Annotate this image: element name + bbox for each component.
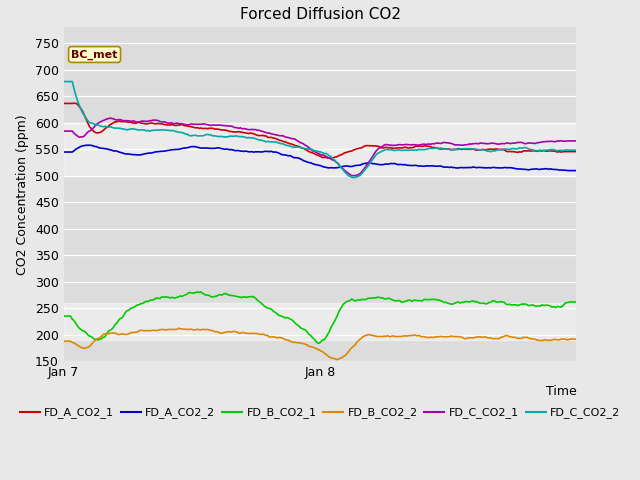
Bar [64,123,576,176]
FD_B_CO2_2 [175,325,182,331]
FD_C_CO2_2 [493,147,501,153]
FD_C_CO2_1 [106,115,114,121]
FD_C_CO2_2 [375,150,383,156]
FD_B_CO2_2 [528,336,536,342]
FD_A_CO2_1 [60,100,68,106]
FD_C_CO2_1 [528,140,536,146]
FD_A_CO2_2 [526,167,534,172]
FD_C_CO2_2 [526,146,534,152]
FD_C_CO2_1 [348,173,356,179]
FD_A_CO2_2 [564,168,572,173]
FD_A_CO2_1 [367,143,374,148]
FD_A_CO2_2 [493,165,501,171]
FD_A_CO2_1 [528,148,536,154]
Line: FD_B_CO2_2: FD_B_CO2_2 [64,328,576,360]
FD_B_CO2_2 [495,336,503,342]
Line: FD_C_CO2_1: FD_C_CO2_1 [64,118,576,176]
Line: FD_B_CO2_1: FD_B_CO2_1 [64,292,576,343]
FD_B_CO2_2 [369,332,376,338]
FD_A_CO2_2 [367,160,374,166]
FD_C_CO2_2 [61,79,69,84]
FD_A_CO2_2 [375,162,383,168]
FD_B_CO2_2 [367,333,374,338]
FD_C_CO2_1 [369,154,376,160]
FD_A_CO2_1 [495,146,503,152]
FD_C_CO2_1 [495,141,503,147]
Y-axis label: CO2 Concentration (ppm): CO2 Concentration (ppm) [16,114,29,275]
FD_C_CO2_2 [367,159,374,165]
FD_A_CO2_1 [572,149,580,155]
FD_C_CO2_2 [349,175,357,180]
FD_B_CO2_1 [369,295,376,301]
FD_B_CO2_2 [377,334,385,339]
FD_C_CO2_1 [367,157,374,163]
FD_C_CO2_1 [377,144,385,150]
FD_B_CO2_1 [197,289,205,295]
FD_A_CO2_2 [84,143,92,148]
Title: Forced Diffusion CO2: Forced Diffusion CO2 [239,7,401,22]
FD_B_CO2_1 [572,299,580,305]
FD_C_CO2_1 [61,128,69,134]
FD_C_CO2_2 [60,79,68,84]
FD_B_CO2_2 [332,357,340,362]
FD_B_CO2_1 [316,340,323,346]
FD_B_CO2_1 [367,295,374,301]
FD_C_CO2_1 [572,138,580,144]
Bar [64,303,576,340]
FD_A_CO2_1 [327,156,335,161]
FD_A_CO2_2 [61,149,69,155]
Line: FD_A_CO2_1: FD_A_CO2_1 [64,103,576,158]
FD_A_CO2_1 [70,100,78,106]
Line: FD_A_CO2_2: FD_A_CO2_2 [64,145,576,170]
FD_B_CO2_1 [61,313,69,319]
Line: FD_C_CO2_2: FD_C_CO2_2 [64,82,576,178]
Text: BC_met: BC_met [72,49,118,60]
FD_A_CO2_1 [369,143,376,149]
FD_B_CO2_1 [60,313,68,319]
FD_B_CO2_1 [377,295,385,300]
FD_C_CO2_2 [365,162,372,168]
FD_A_CO2_1 [61,100,69,106]
FD_C_CO2_2 [572,147,580,153]
FD_A_CO2_2 [572,168,580,173]
FD_B_CO2_1 [495,299,503,305]
FD_B_CO2_1 [528,302,536,308]
X-axis label: Time: Time [545,385,576,398]
FD_A_CO2_2 [60,149,68,155]
FD_A_CO2_2 [365,160,372,166]
Legend: FD_A_CO2_1, FD_A_CO2_2, FD_B_CO2_1, FD_B_CO2_2, FD_C_CO2_1, FD_C_CO2_2: FD_A_CO2_1, FD_A_CO2_2, FD_B_CO2_1, FD_B… [15,403,625,423]
FD_B_CO2_2 [572,336,580,342]
FD_B_CO2_2 [60,338,68,344]
FD_A_CO2_1 [377,145,385,151]
FD_C_CO2_1 [60,128,68,134]
FD_B_CO2_2 [61,338,69,344]
